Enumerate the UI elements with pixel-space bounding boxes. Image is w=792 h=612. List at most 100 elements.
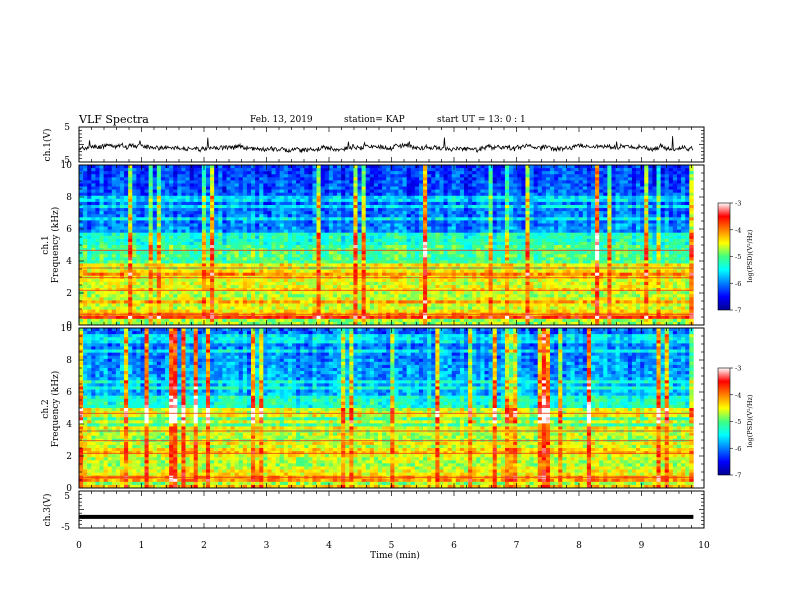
spectrogram-cell bbox=[496, 229, 502, 233]
spectrogram-cell bbox=[394, 198, 399, 203]
spectrogram-cell bbox=[431, 260, 436, 264]
spectrogram-cell bbox=[636, 198, 641, 203]
spectrogram-cell bbox=[353, 195, 358, 200]
spectrogram-cell bbox=[636, 226, 641, 230]
spectrogram-cell bbox=[464, 232, 469, 237]
spectrogram-cell bbox=[439, 260, 444, 264]
spectrogram-cell bbox=[103, 183, 108, 187]
spectrogram-cell bbox=[136, 235, 141, 240]
spectrogram-cell bbox=[615, 245, 620, 249]
spectrogram-cell bbox=[160, 260, 166, 264]
spectrogram-cell bbox=[259, 189, 264, 193]
spectrogram-cell bbox=[390, 189, 395, 193]
spectrogram-cell bbox=[599, 208, 604, 212]
spectrogram-cell bbox=[414, 245, 420, 249]
spectrogram-cell bbox=[378, 192, 383, 197]
spectrogram-cell bbox=[361, 245, 367, 249]
spectrogram-cell bbox=[296, 238, 301, 243]
spectrogram-cell bbox=[545, 248, 551, 252]
spectrogram-cell bbox=[152, 208, 158, 212]
spectrogram-cell bbox=[169, 205, 174, 209]
spectrogram-cell bbox=[275, 235, 280, 240]
spectrogram-cell bbox=[439, 192, 444, 197]
spectrogram-cell bbox=[222, 208, 227, 212]
spectrogram-cell bbox=[439, 223, 444, 227]
spectrogram-cell bbox=[455, 208, 461, 212]
spectrogram-cell bbox=[83, 195, 88, 200]
spectrogram-cell bbox=[455, 174, 461, 178]
spectrogram-cell bbox=[271, 201, 276, 206]
spectrogram-cell bbox=[173, 183, 178, 187]
spectrogram-cell bbox=[685, 171, 690, 175]
spectrogram-cell bbox=[636, 180, 641, 184]
spectrogram-cell bbox=[595, 192, 600, 197]
spectrogram-cell bbox=[357, 229, 362, 233]
spectrogram-cell bbox=[275, 220, 280, 224]
spectrogram-cell bbox=[672, 235, 678, 240]
spectrogram-cell bbox=[414, 208, 420, 212]
spectrogram-cell bbox=[595, 232, 600, 237]
spectrogram-cell bbox=[390, 235, 395, 240]
spectrogram-cell bbox=[423, 260, 428, 264]
spectrogram-cell bbox=[468, 232, 473, 237]
spectrogram-cell bbox=[316, 177, 321, 181]
spectrogram-cell bbox=[652, 226, 657, 230]
spectrogram-cell bbox=[328, 205, 334, 209]
spectrogram-cell bbox=[488, 257, 493, 261]
spectrogram-cell bbox=[156, 183, 162, 187]
spectrogram-cell bbox=[193, 241, 199, 246]
spectrogram-cell bbox=[255, 257, 260, 261]
spectrogram-cell bbox=[525, 168, 530, 172]
spectrogram-cell bbox=[455, 232, 461, 237]
spectrogram-cell bbox=[263, 168, 268, 172]
spectrogram-cell bbox=[504, 238, 510, 243]
spectrogram-cell bbox=[287, 171, 293, 175]
spectrogram-cell bbox=[308, 201, 313, 206]
spectrogram-cell bbox=[676, 198, 682, 203]
spectrogram-cell bbox=[545, 217, 551, 221]
spectrogram-cell bbox=[681, 254, 686, 258]
spectrogram-cell bbox=[148, 251, 154, 255]
spectrogram-cell bbox=[668, 205, 674, 209]
spectrogram-cell bbox=[423, 174, 428, 178]
spectrogram-cell bbox=[345, 232, 350, 237]
spectrogram-cell bbox=[676, 254, 682, 258]
spectrogram-cell bbox=[578, 205, 584, 209]
spectrogram-cell bbox=[152, 214, 158, 218]
spectrogram-cell bbox=[652, 177, 657, 181]
spectrogram-cell bbox=[201, 208, 207, 212]
spectrogram-cell bbox=[124, 189, 129, 193]
spectrogram-cell bbox=[636, 214, 641, 218]
spectrogram-cell bbox=[496, 220, 502, 224]
spectrogram-cell bbox=[312, 165, 317, 169]
spectrogram-cell bbox=[468, 223, 473, 227]
spectrogram-cell bbox=[242, 217, 248, 221]
spectrogram-cell bbox=[382, 229, 387, 233]
spectrogram-cell bbox=[562, 217, 567, 221]
spectrogram-cell bbox=[644, 257, 649, 261]
spectrogram-cell bbox=[259, 248, 264, 252]
spectrogram-cell bbox=[373, 208, 379, 212]
spectrogram-cell bbox=[418, 251, 424, 255]
spectrogram-cell bbox=[111, 183, 117, 187]
spectrogram-cell bbox=[324, 241, 330, 246]
spectrogram-cell bbox=[484, 260, 489, 264]
spectrogram-cell bbox=[681, 223, 686, 227]
spectrogram-cell bbox=[570, 208, 575, 212]
spectrogram-cell bbox=[205, 201, 211, 206]
spectrogram-cell bbox=[283, 260, 289, 264]
spectrogram-cell bbox=[418, 192, 424, 197]
spectrogram-cell bbox=[562, 214, 567, 218]
spectrogram-cell bbox=[242, 201, 248, 206]
spectrogram-cell bbox=[484, 232, 489, 237]
spectrogram-cell bbox=[361, 192, 367, 197]
spectrogram-cell bbox=[103, 260, 108, 264]
spectrogram-cell bbox=[259, 211, 264, 215]
spectrogram-cell bbox=[427, 211, 432, 215]
spectrogram-cell bbox=[205, 177, 211, 181]
spectrogram-cell bbox=[603, 180, 608, 184]
spectrogram-cell bbox=[83, 211, 88, 215]
spectrogram-cell bbox=[439, 174, 444, 178]
spectrogram-cell bbox=[410, 208, 416, 212]
spectrogram-cell bbox=[599, 257, 604, 261]
